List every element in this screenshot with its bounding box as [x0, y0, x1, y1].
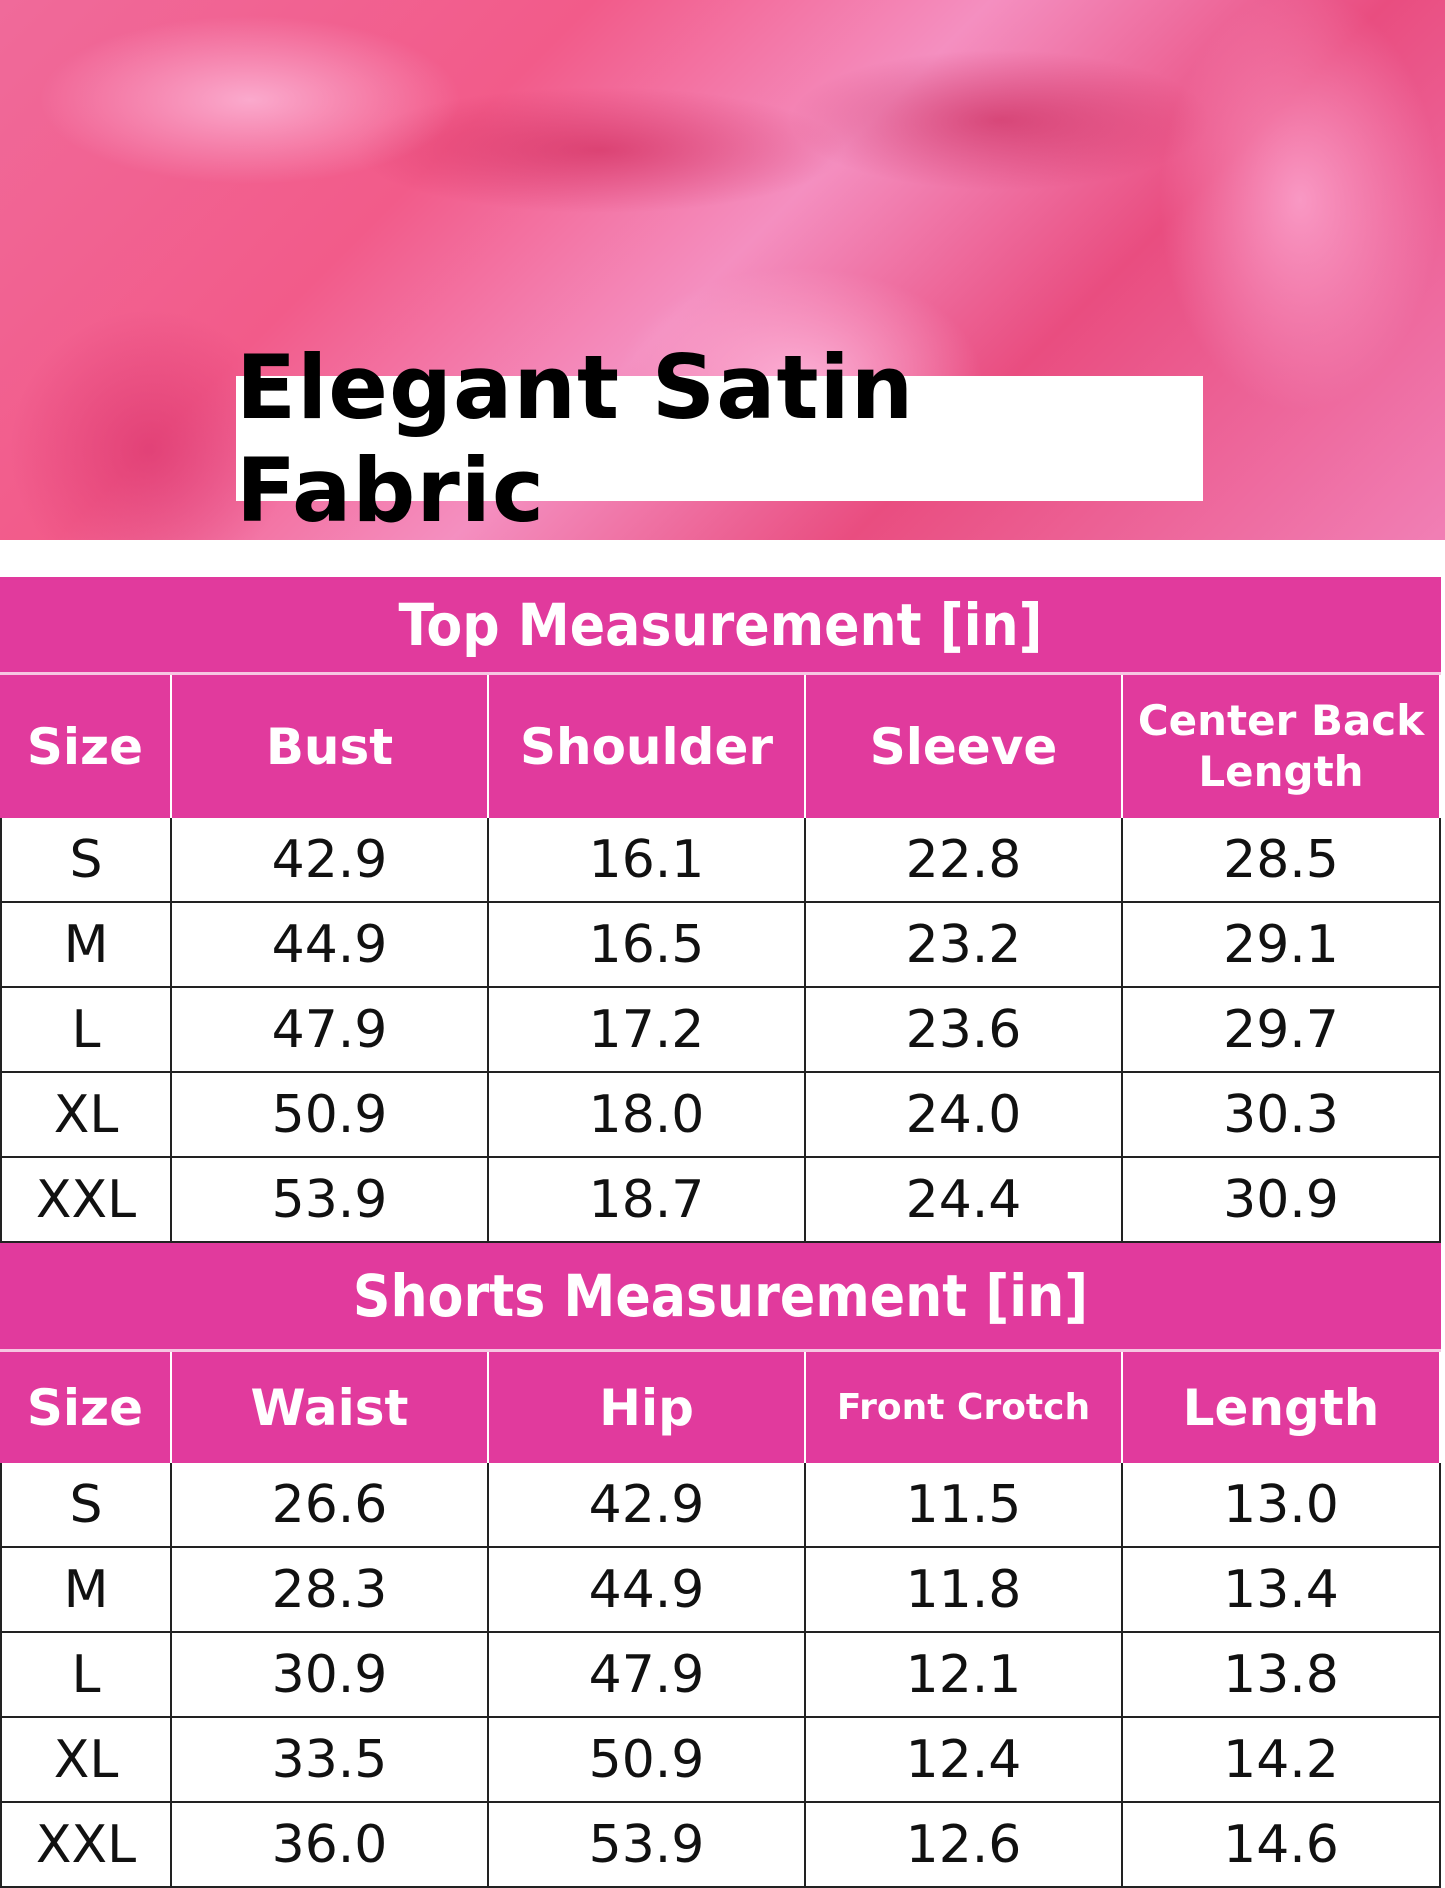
column-header: Size [0, 675, 172, 818]
table-title: Shorts Measurement [in] [0, 1243, 1441, 1352]
value-cell: 14.2 [1123, 1718, 1441, 1803]
value-cell: 53.9 [489, 1803, 806, 1888]
header-row: Size Bust Shoulder Sleeve Center Back Length [0, 675, 1441, 818]
column-header: Center Back Length [1123, 675, 1441, 818]
value-cell: 28.5 [1123, 818, 1441, 903]
column-header: Front Crotch [806, 1352, 1123, 1463]
value-cell: 30.3 [1123, 1073, 1441, 1158]
table-row: XL 50.9 18.0 24.0 30.3 [0, 1073, 1441, 1158]
value-cell: 50.9 [172, 1073, 489, 1158]
table-row: XXL 53.9 18.7 24.4 30.9 [0, 1158, 1441, 1243]
value-cell: 13.0 [1123, 1463, 1441, 1548]
table-row: L 47.9 17.2 23.6 29.7 [0, 988, 1441, 1073]
value-cell: 44.9 [172, 903, 489, 988]
header-row: Size Waist Hip Front Crotch Length [0, 1352, 1441, 1463]
value-cell: 18.0 [489, 1073, 806, 1158]
value-cell: 18.7 [489, 1158, 806, 1243]
column-header: Size [0, 1352, 172, 1463]
value-cell: 29.7 [1123, 988, 1441, 1073]
value-cell: 13.4 [1123, 1548, 1441, 1633]
value-cell: 47.9 [489, 1633, 806, 1718]
size-cell: L [0, 988, 172, 1073]
shorts-measurement-table: Shorts Measurement [in] Size Waist Hip Fron… [0, 1243, 1441, 1888]
size-cell: S [0, 818, 172, 903]
value-cell: 16.5 [489, 903, 806, 988]
column-header: Bust [172, 675, 489, 818]
value-cell: 26.6 [172, 1463, 489, 1548]
size-cell: S [0, 1463, 172, 1548]
value-cell: 12.6 [806, 1803, 1123, 1888]
table-row: XXL 36.0 53.9 12.6 14.6 [0, 1803, 1441, 1888]
value-cell: 30.9 [172, 1633, 489, 1718]
table-row: S 42.9 16.1 22.8 28.5 [0, 818, 1441, 903]
value-cell: 23.6 [806, 988, 1123, 1073]
value-cell: 30.9 [1123, 1158, 1441, 1243]
value-cell: 24.0 [806, 1073, 1123, 1158]
column-header: Shoulder [489, 675, 806, 818]
table-row: M 28.3 44.9 11.8 13.4 [0, 1548, 1441, 1633]
table-row: M 44.9 16.5 23.2 29.1 [0, 903, 1441, 988]
column-header: Hip [489, 1352, 806, 1463]
size-cell: XXL [0, 1158, 172, 1243]
column-header: Length [1123, 1352, 1441, 1463]
value-cell: 28.3 [172, 1548, 489, 1633]
table-row: L 30.9 47.9 12.1 13.8 [0, 1633, 1441, 1718]
value-cell: 29.1 [1123, 903, 1441, 988]
value-cell: 22.8 [806, 818, 1123, 903]
value-cell: 42.9 [172, 818, 489, 903]
value-cell: 42.9 [489, 1463, 806, 1548]
size-cell: XXL [0, 1803, 172, 1888]
value-cell: 36.0 [172, 1803, 489, 1888]
value-cell: 23.2 [806, 903, 1123, 988]
value-cell: 13.8 [1123, 1633, 1441, 1718]
size-cell: XL [0, 1718, 172, 1803]
column-header: Sleeve [806, 675, 1123, 818]
value-cell: 44.9 [489, 1548, 806, 1633]
value-cell: 50.9 [489, 1718, 806, 1803]
value-cell: 24.4 [806, 1158, 1123, 1243]
banner-title: Elegant Satin Fabric [236, 336, 1203, 542]
value-cell: 12.1 [806, 1633, 1123, 1718]
value-cell: 33.5 [172, 1718, 489, 1803]
size-cell: M [0, 1548, 172, 1633]
value-cell: 17.2 [489, 988, 806, 1073]
value-cell: 11.5 [806, 1463, 1123, 1548]
value-cell: 11.8 [806, 1548, 1123, 1633]
value-cell: 16.1 [489, 818, 806, 903]
value-cell: 47.9 [172, 988, 489, 1073]
table-title: Top Measurement [in] [0, 577, 1441, 675]
value-cell: 53.9 [172, 1158, 489, 1243]
size-cell: M [0, 903, 172, 988]
value-cell: 12.4 [806, 1718, 1123, 1803]
table-row: S 26.6 42.9 11.5 13.0 [0, 1463, 1441, 1548]
size-cell: XL [0, 1073, 172, 1158]
size-cell: L [0, 1633, 172, 1718]
value-cell: 14.6 [1123, 1803, 1441, 1888]
column-header: Waist [172, 1352, 489, 1463]
top-measurement-table: Top Measurement [in] Size Bust Shoulder Sle… [0, 577, 1441, 1243]
table-row: XL 33.5 50.9 12.4 14.2 [0, 1718, 1441, 1803]
